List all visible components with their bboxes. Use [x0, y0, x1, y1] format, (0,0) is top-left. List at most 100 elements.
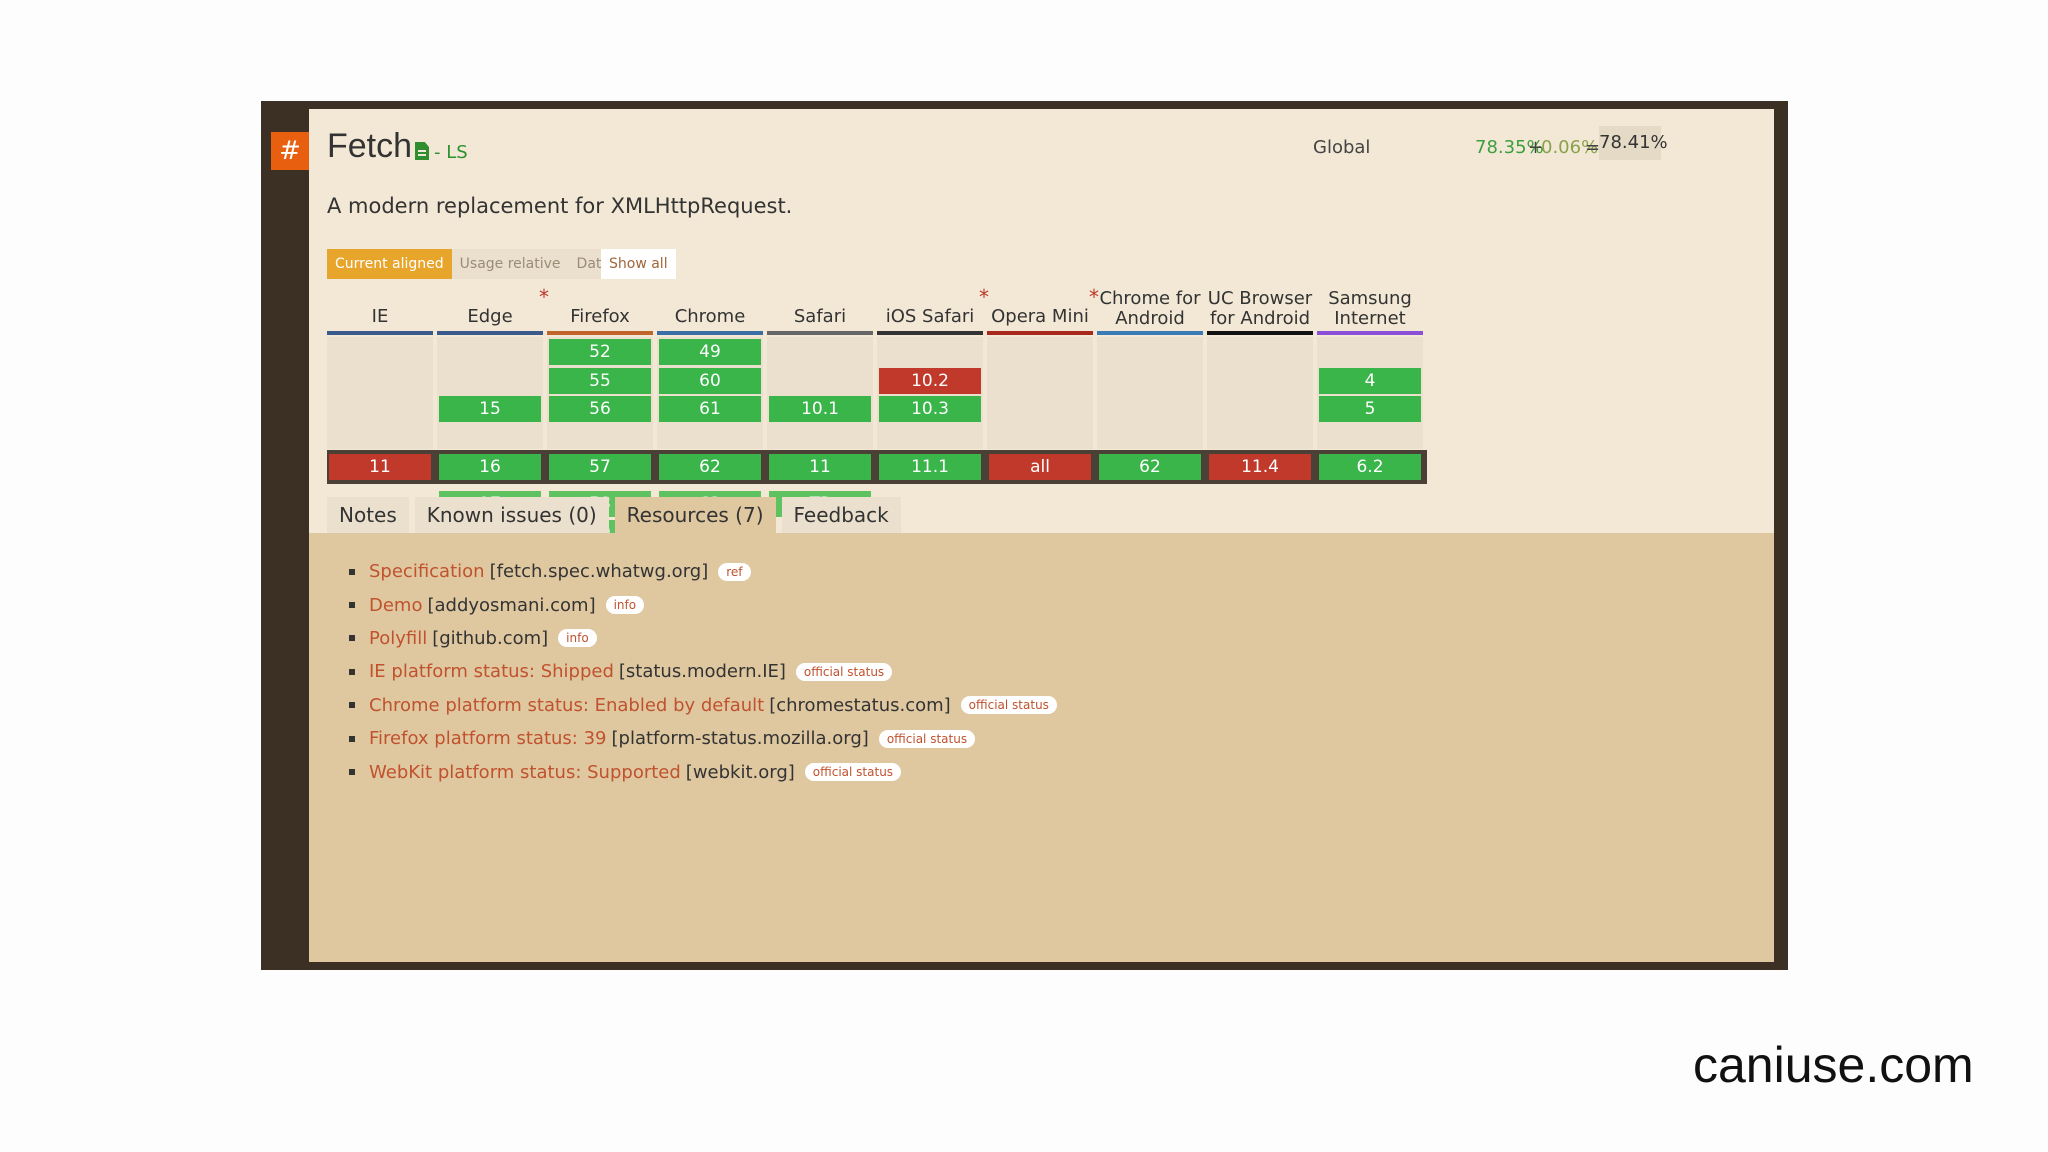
resource-source: [chromestatus.com] [769, 694, 951, 716]
browser-name: Firefox [570, 306, 630, 327]
past-versions-area [1207, 337, 1313, 449]
resource-item: Chrome platform status: Enabled by defau… [349, 689, 1057, 722]
resource-source: [addyosmani.com] [427, 594, 596, 616]
show-all-button[interactable]: Show all [601, 249, 676, 279]
resource-source: [status.modern.IE] [618, 661, 786, 683]
version-cell[interactable]: 15 [439, 396, 541, 422]
resource-item: IE platform status: Shipped [status.moder… [349, 655, 1057, 688]
browser-color-bar [877, 331, 983, 335]
caniuse-panel: # Fetch - LS Global 78.35% + 0.06% = 78.… [261, 101, 1788, 970]
current-version-cell[interactable]: 57 [549, 454, 651, 480]
browser-color-bar [547, 331, 653, 335]
current-version-cell[interactable]: 11 [769, 454, 871, 480]
version-cell[interactable]: 61 [659, 396, 761, 422]
version-cell[interactable]: 49 [659, 339, 761, 365]
past-versions-area [437, 337, 543, 449]
resource-link[interactable]: Polyfill [369, 627, 428, 649]
tab-notes[interactable]: Notes [327, 497, 409, 533]
bullet-icon [349, 668, 355, 675]
resource-type-badge: official status [960, 696, 1057, 715]
current-version-cell[interactable]: 62 [659, 454, 761, 480]
version-cell[interactable]: 10.2 [879, 367, 981, 394]
resource-item: Demo [addyosmani.com] info [349, 588, 1057, 621]
usage-relative-button[interactable]: Usage relative [451, 249, 569, 279]
version-cell[interactable]: 60 [659, 367, 761, 394]
browser-color-bar [1207, 331, 1313, 335]
bullet-icon [349, 568, 355, 575]
past-versions-area [1097, 337, 1203, 449]
partial-percent: 0.06% [1541, 137, 1599, 158]
past-versions-area [327, 337, 433, 449]
resource-type-badge: info [605, 596, 645, 615]
resource-item: Firefox platform status: 39 [platform-sta… [349, 722, 1057, 755]
feature-description: A modern replacement for XMLHttpRequest. [327, 194, 793, 218]
browser-name: UC Browser for Android [1207, 288, 1313, 329]
tab-known[interactable]: Known issues (0) [414, 497, 609, 533]
resource-item: Polyfill [github.com] info [349, 622, 1057, 655]
version-cell[interactable]: 4 [1319, 367, 1421, 394]
current-version-cell[interactable]: 62 [1099, 454, 1201, 480]
resources-list: Specification [fetch.spec.whatwg.org] ref D… [349, 555, 1057, 789]
current-version-cell[interactable]: 11.1 [879, 454, 981, 480]
note-asterisk[interactable]: * [979, 285, 989, 309]
browser-name: IE [371, 306, 389, 327]
browser-color-bar [327, 331, 433, 335]
current-version-cell[interactable]: 16 [439, 454, 541, 480]
version-cell[interactable]: 10.1 [769, 396, 871, 422]
resource-item: WebKit platform status: Supported [webkit… [349, 755, 1057, 788]
resource-link[interactable]: Chrome platform status: Enabled by defau… [369, 694, 765, 716]
current-version-cell[interactable]: 11.4 [1209, 454, 1311, 480]
past-versions-area [767, 337, 873, 449]
resource-type-badge: ref [718, 562, 751, 581]
version-cell[interactable]: 52 [549, 339, 651, 365]
anchor-hash-icon[interactable]: # [271, 132, 309, 170]
tab-feedback[interactable]: Feedback [781, 497, 901, 533]
version-cell[interactable]: 10.3 [879, 396, 981, 422]
current-aligned-button[interactable]: Current aligned [327, 249, 452, 279]
browser-name: Chrome [674, 306, 746, 327]
resource-link[interactable]: Demo [369, 594, 423, 616]
current-version-cell[interactable]: all [989, 454, 1091, 480]
resource-link[interactable]: Specification [369, 561, 485, 583]
resource-type-badge: official status [795, 662, 893, 681]
spec-document-icon[interactable] [415, 142, 429, 160]
resource-type-badge: official status [804, 763, 902, 782]
resource-type-badge: info [558, 629, 597, 648]
bullet-icon [349, 602, 355, 609]
past-versions-area [987, 337, 1093, 449]
feature-title[interactable]: Fetch [327, 127, 413, 165]
browser-name: Opera Mini [991, 306, 1089, 327]
version-cell[interactable]: 55 [549, 367, 651, 394]
tab-resources[interactable]: Resources (7) [614, 497, 776, 533]
version-cell[interactable]: 56 [549, 396, 651, 422]
resource-link[interactable]: Firefox platform status: 39 [369, 728, 607, 750]
browser-color-bar [987, 331, 1093, 335]
spec-status[interactable]: - LS [434, 142, 468, 163]
feature-card: Fetch - LS Global 78.35% + 0.06% = 78.41… [309, 109, 1774, 962]
resource-type-badge: official status [878, 729, 976, 748]
plus-sign: + [1528, 137, 1544, 158]
browser-name: Samsung Internet [1328, 288, 1412, 329]
region-label[interactable]: Global [1313, 137, 1371, 158]
resource-source: [webkit.org] [685, 761, 795, 783]
version-cell[interactable]: 5 [1319, 396, 1421, 422]
browser-color-bar [767, 331, 873, 335]
resource-source: [github.com] [432, 627, 549, 649]
total-percent: 78.41% [1599, 126, 1668, 160]
note-asterisk[interactable]: * [539, 285, 549, 309]
resource-item: Specification [fetch.spec.whatwg.org] ref [349, 555, 1057, 588]
note-asterisk[interactable]: * [1089, 285, 1099, 309]
supported-percent: 78.35% [1475, 137, 1544, 158]
current-version-cell[interactable]: 11 [329, 454, 431, 480]
browser-name: iOS Safari [885, 306, 975, 327]
browser-color-bar [437, 331, 543, 335]
resource-link[interactable]: WebKit platform status: Supported [369, 761, 681, 783]
resource-link[interactable]: IE platform status: Shipped [369, 661, 614, 683]
site-caption: caniuse.com [1693, 1037, 1974, 1093]
bullet-icon [349, 769, 355, 776]
current-version-cell[interactable]: 6.2 [1319, 454, 1421, 480]
resources-panel: Specification [fetch.spec.whatwg.org] ref D… [309, 533, 1774, 962]
browser-color-bar [657, 331, 763, 335]
browser-name: Edge [467, 306, 513, 327]
browser-color-bar [1097, 331, 1203, 335]
